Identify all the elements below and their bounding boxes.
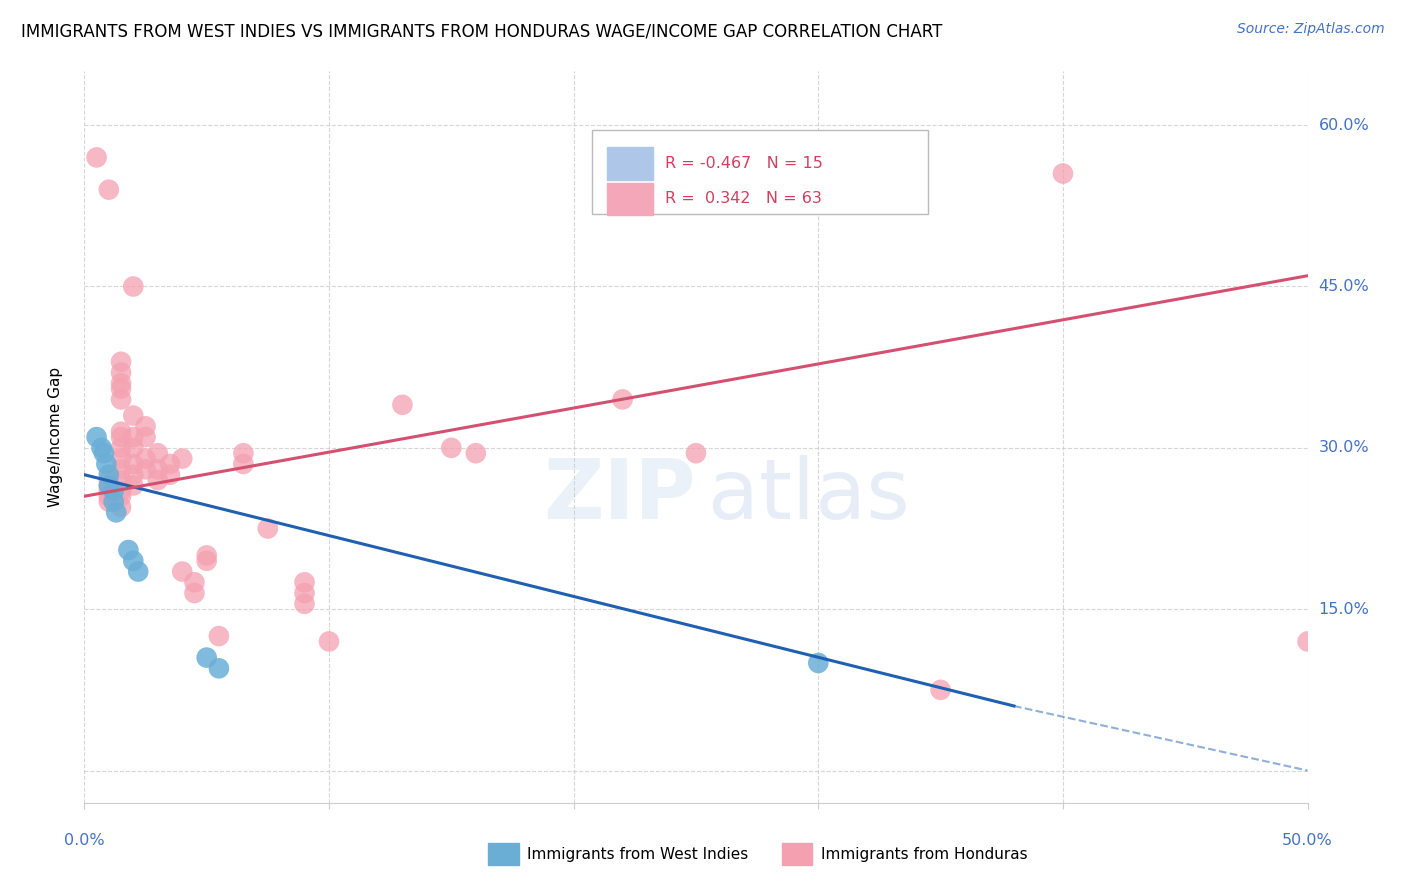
Point (97, 494, 120, 508)
Point (122, 430, 145, 444)
Bar (606, 147, 654, 179)
Point (294, 586, 316, 600)
Point (122, 554, 145, 568)
Point (195, 650, 218, 665)
Bar (488, 843, 519, 865)
Point (257, 521, 280, 535)
Point (97, 467, 120, 482)
Text: 30.0%: 30.0% (1319, 441, 1369, 455)
Point (117, 543, 139, 558)
Point (122, 478, 145, 492)
Point (110, 462, 132, 476)
Point (807, 656, 830, 670)
Point (1296, 634, 1319, 648)
Point (391, 398, 413, 412)
Point (294, 597, 316, 611)
Text: ZIP: ZIP (544, 455, 696, 536)
Point (929, 682, 952, 697)
Point (110, 430, 132, 444)
Point (440, 441, 463, 455)
Point (110, 392, 132, 407)
Point (97, 473, 120, 487)
Bar (782, 843, 813, 865)
Point (93, 446, 115, 460)
Point (122, 467, 145, 482)
Point (110, 451, 132, 466)
Point (110, 425, 132, 439)
Text: 50.0%: 50.0% (1282, 833, 1333, 848)
Point (1052, 167, 1074, 181)
Point (90, 441, 112, 455)
Text: R =  0.342   N = 63: R = 0.342 N = 63 (665, 192, 823, 206)
Point (135, 451, 157, 466)
Point (172, 565, 194, 579)
Point (86, 150, 108, 164)
Point (122, 279, 145, 293)
Point (232, 446, 254, 460)
Text: R = -0.467   N = 15: R = -0.467 N = 15 (665, 156, 824, 171)
Point (195, 554, 218, 568)
Point (97, 483, 120, 498)
Point (464, 446, 486, 460)
Point (612, 392, 634, 407)
Point (110, 366, 132, 380)
Text: IMMIGRANTS FROM WEST INDIES VS IMMIGRANTS FROM HONDURAS WAGE/INCOME GAP CORRELAT: IMMIGRANTS FROM WEST INDIES VS IMMIGRANT… (21, 22, 942, 40)
Point (183, 575, 205, 590)
Point (318, 634, 340, 648)
Text: Immigrants from West Indies: Immigrants from West Indies (527, 847, 748, 862)
Point (103, 483, 125, 498)
Text: 45.0%: 45.0% (1319, 279, 1369, 294)
Point (146, 446, 169, 460)
Bar (606, 183, 654, 215)
Point (110, 489, 132, 503)
Text: atlas: atlas (709, 455, 910, 536)
Point (110, 376, 132, 391)
Point (110, 355, 132, 369)
Point (807, 167, 830, 181)
Y-axis label: Wage/Income Gap: Wage/Income Gap (48, 367, 63, 508)
Point (208, 661, 231, 675)
Text: 60.0%: 60.0% (1319, 118, 1369, 133)
Point (172, 451, 194, 466)
Point (146, 473, 169, 487)
Point (96, 457, 118, 471)
Point (110, 441, 132, 455)
Text: Immigrants from Honduras: Immigrants from Honduras (821, 847, 1028, 862)
Point (146, 462, 169, 476)
Point (135, 419, 157, 434)
Point (110, 382, 132, 396)
FancyBboxPatch shape (592, 130, 928, 214)
Point (97, 489, 120, 503)
Point (122, 409, 145, 423)
Point (86, 430, 108, 444)
Text: 0.0%: 0.0% (65, 833, 104, 848)
Point (135, 462, 157, 476)
Point (685, 446, 707, 460)
Point (880, 150, 903, 164)
Point (159, 457, 181, 471)
Point (159, 467, 181, 482)
Point (97, 478, 120, 492)
Point (97, 478, 120, 492)
Point (135, 430, 157, 444)
Text: Source: ZipAtlas.com: Source: ZipAtlas.com (1237, 22, 1385, 37)
Point (103, 494, 125, 508)
Point (294, 575, 316, 590)
Point (110, 500, 132, 514)
Point (195, 549, 218, 563)
Text: 15.0%: 15.0% (1319, 602, 1369, 616)
Point (97, 183, 120, 197)
Point (105, 505, 128, 519)
Point (122, 441, 145, 455)
Point (183, 586, 205, 600)
Point (208, 629, 231, 643)
Point (110, 483, 132, 498)
Point (232, 457, 254, 471)
Point (110, 473, 132, 487)
Point (127, 565, 149, 579)
Point (122, 457, 145, 471)
